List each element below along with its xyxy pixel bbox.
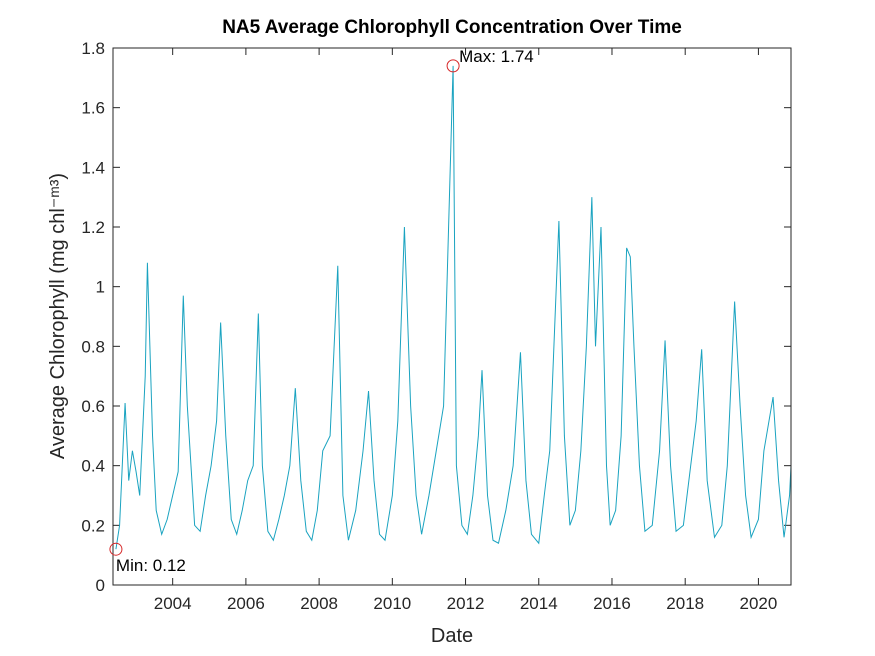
chart-title: NA5 Average Chlorophyll Concentration Ov… <box>222 17 682 38</box>
x-axis-label: Date <box>431 625 473 647</box>
x-tick-label: 2012 <box>447 594 485 613</box>
max-annotation: Max: 1.74 <box>459 47 534 66</box>
max-marker <box>446 59 460 73</box>
x-tick-label: 2020 <box>740 594 778 613</box>
axes-box <box>112 47 792 586</box>
y-tick-label: 1 <box>96 278 105 297</box>
y-tick-label: 1.4 <box>81 158 105 177</box>
x-tick-label: 2016 <box>593 594 631 613</box>
y-tick-label: 0.6 <box>81 397 105 416</box>
min-marker <box>109 542 123 556</box>
min-annotation: Min: 0.12 <box>116 556 186 575</box>
y-tick-label: 0.4 <box>81 457 105 476</box>
y-tick-label: 0.2 <box>81 516 105 535</box>
y-tick-label: 0.8 <box>81 337 105 356</box>
y-tick-label: 1.8 <box>81 39 105 58</box>
x-tick-label: 2006 <box>227 594 265 613</box>
x-tick-label: 2010 <box>373 594 411 613</box>
y-axis-label: Average Chlorophyll (mg chl⁻ᵐ³) <box>47 173 69 459</box>
x-tick-label: 2004 <box>154 594 192 613</box>
y-tick-label: 1.6 <box>81 99 105 118</box>
data-line <box>115 65 792 550</box>
x-tick-label: 2008 <box>300 594 338 613</box>
x-tick-label: 2014 <box>520 594 558 613</box>
x-tick-label: 2018 <box>666 594 704 613</box>
y-tick-label: 1.2 <box>81 218 105 237</box>
y-tick-label: 0 <box>96 576 105 595</box>
